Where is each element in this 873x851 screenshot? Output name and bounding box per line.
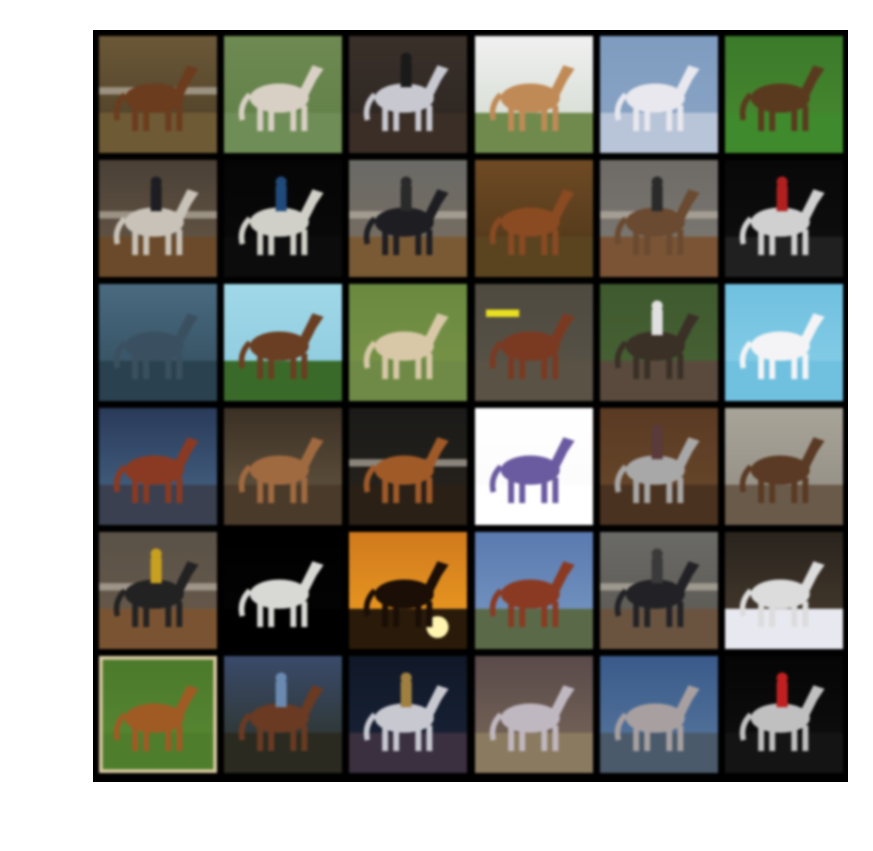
horse-image <box>474 284 593 401</box>
horse-thumbnail <box>349 160 468 277</box>
horse-thumbnail <box>99 160 217 277</box>
horse-thumbnail <box>99 408 217 525</box>
horse-thumbnail <box>724 656 843 773</box>
horse-thumbnail <box>724 284 843 401</box>
horse-thumbnail <box>474 284 593 401</box>
horse-thumbnail <box>724 532 843 649</box>
horse-thumbnail <box>724 36 843 153</box>
horse-thumbnail <box>474 656 593 773</box>
horse-thumbnail <box>349 408 468 525</box>
horse-image <box>599 284 718 401</box>
horse-image <box>99 532 217 649</box>
horse-image <box>99 160 217 277</box>
image-grid <box>99 36 843 777</box>
horse-thumbnail <box>599 656 718 773</box>
horse-image <box>724 284 843 401</box>
horse-thumbnail <box>224 532 343 649</box>
horse-thumbnail <box>349 36 468 153</box>
horse-thumbnail <box>599 36 718 153</box>
horse-image <box>599 532 718 649</box>
horse-image <box>599 36 718 153</box>
horse-thumbnail <box>349 532 468 649</box>
horse-image <box>724 408 843 525</box>
horse-thumbnail <box>224 656 343 773</box>
horse-image <box>224 532 343 649</box>
horse-thumbnail <box>99 284 217 401</box>
horse-image <box>224 284 343 401</box>
horse-image <box>224 160 343 277</box>
horse-thumbnail <box>349 656 468 773</box>
horse-image <box>724 36 843 153</box>
horse-image <box>349 532 468 649</box>
horse-image <box>474 160 593 277</box>
horse-thumbnail <box>599 160 718 277</box>
horse-image <box>474 532 593 649</box>
horse-image <box>599 408 718 525</box>
horse-image <box>349 656 468 773</box>
horse-thumbnail <box>99 532 217 649</box>
horse-thumbnail <box>599 532 718 649</box>
image-grid-frame <box>93 30 848 782</box>
horse-thumbnail <box>99 656 217 773</box>
horse-image <box>224 36 343 153</box>
horse-image <box>474 36 593 153</box>
horse-image <box>599 656 718 773</box>
horse-thumbnail <box>224 408 343 525</box>
horse-image <box>99 408 217 525</box>
horse-image <box>599 160 718 277</box>
horse-image <box>474 656 593 773</box>
horse-thumbnail <box>224 36 343 153</box>
horse-thumbnail <box>224 284 343 401</box>
horse-thumbnail <box>724 160 843 277</box>
horse-image <box>724 160 843 277</box>
horse-thumbnail <box>474 408 593 525</box>
horse-thumbnail <box>224 160 343 277</box>
horse-thumbnail <box>724 408 843 525</box>
horse-thumbnail <box>474 160 593 277</box>
horse-image <box>224 656 343 773</box>
horse-thumbnail <box>474 532 593 649</box>
horse-image <box>349 36 468 153</box>
horse-image <box>99 656 217 773</box>
horse-image <box>349 284 468 401</box>
horse-thumbnail <box>349 284 468 401</box>
horse-image <box>224 408 343 525</box>
horse-thumbnail <box>474 36 593 153</box>
horse-thumbnail <box>599 284 718 401</box>
horse-image <box>349 408 468 525</box>
horse-thumbnail <box>99 36 217 153</box>
horse-image <box>99 36 217 153</box>
horse-image <box>724 532 843 649</box>
horse-image <box>724 656 843 773</box>
horse-image <box>474 408 593 525</box>
horse-image <box>99 284 217 401</box>
horse-thumbnail <box>599 408 718 525</box>
horse-image <box>349 160 468 277</box>
